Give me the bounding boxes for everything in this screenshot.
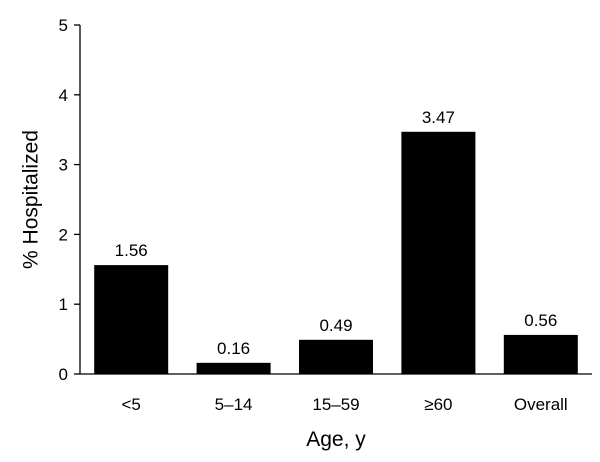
y-tick-label: 4 <box>59 86 68 105</box>
x-axis-tick-labels: <5 5–14 15–59 ≥60 Overall <box>122 395 568 414</box>
data-label: 0.16 <box>217 339 250 358</box>
y-tick-label: 0 <box>59 365 68 384</box>
bar <box>94 265 169 374</box>
y-tick-label: 1 <box>59 295 68 314</box>
y-tick-label: 2 <box>59 225 68 244</box>
data-label: 0.56 <box>524 311 557 330</box>
y-tick-label: 5 <box>59 16 68 35</box>
data-label: 0.49 <box>319 316 352 335</box>
x-tick-label: Overall <box>514 395 568 414</box>
x-axis-title: Age, y <box>306 428 366 451</box>
bars <box>94 131 578 374</box>
y-axis-ticks: 0 1 2 3 4 5 <box>59 16 80 384</box>
data-label: 3.47 <box>422 108 455 127</box>
bar <box>196 362 271 374</box>
x-tick-label: <5 <box>122 395 141 414</box>
bar <box>503 334 578 374</box>
x-tick-label: ≥60 <box>424 395 452 414</box>
x-tick-label: 15–59 <box>312 395 359 414</box>
y-axis-title: % Hospitalized <box>19 130 42 269</box>
bar <box>299 339 373 374</box>
bar <box>401 131 476 374</box>
y-tick-label: 3 <box>59 156 68 175</box>
data-labels: 1.56 0.16 0.49 3.47 0.56 <box>115 108 558 358</box>
x-tick-label: 5–14 <box>215 395 253 414</box>
data-label: 1.56 <box>115 241 148 260</box>
